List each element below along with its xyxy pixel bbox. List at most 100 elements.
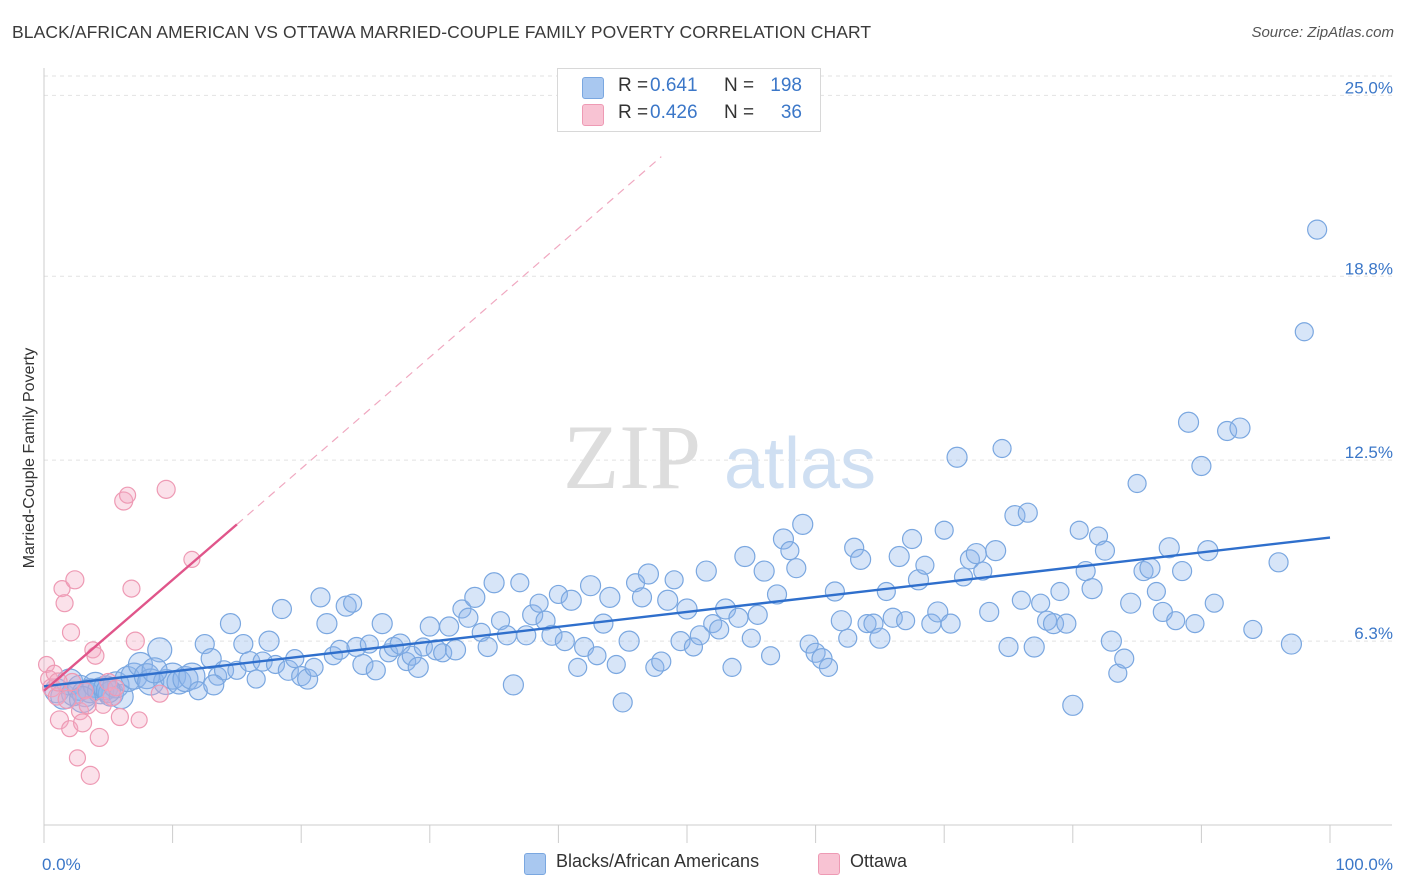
ottawa-point	[125, 631, 145, 651]
blacks-point	[888, 545, 910, 568]
ottawa-point	[76, 682, 94, 700]
legend-r-value: 0.641	[650, 75, 698, 96]
ottawa-point	[55, 594, 74, 613]
x-tick-labels: 0.0% 100.0%	[42, 855, 1393, 874]
blacks-point	[343, 593, 363, 613]
data-points	[37, 219, 1328, 785]
blacks-point	[1166, 611, 1186, 631]
blacks-point	[657, 589, 679, 611]
chart-title: BLACK/AFRICAN AMERICAN VS OTTAWA MARRIED…	[12, 22, 872, 42]
blacks-point	[876, 581, 896, 602]
blacks-point	[1062, 694, 1084, 716]
blacks-point	[141, 657, 168, 684]
ottawa-point	[86, 646, 105, 665]
blacks-point	[824, 581, 845, 602]
blacks-point	[548, 584, 569, 605]
grid-lines	[44, 75, 1392, 642]
blacks-point	[940, 613, 961, 634]
blacks-point	[1036, 610, 1058, 631]
blacks-point	[1056, 613, 1077, 634]
blacks-point	[188, 681, 208, 701]
ottawa-point	[156, 479, 176, 499]
blacks-point	[599, 586, 621, 608]
blacks-point	[1023, 636, 1045, 658]
blacks-point	[683, 637, 704, 657]
blacks-point	[703, 614, 723, 634]
blacks-point	[541, 624, 563, 646]
blacks-point	[631, 587, 653, 608]
blacks-point	[1204, 593, 1224, 613]
watermark-zip: ZIP	[563, 406, 701, 508]
y-tick-label: 18.8%	[1345, 259, 1393, 278]
blacks-point	[1268, 552, 1289, 573]
blacks-point	[953, 567, 974, 587]
blacks-point	[1280, 633, 1303, 655]
blacks-point	[433, 643, 453, 663]
blacks-point	[1229, 417, 1251, 439]
bottom-legend-swatch-pink	[818, 853, 840, 875]
blacks-point	[959, 549, 981, 570]
x-tick-label-min: 0.0%	[42, 855, 81, 874]
blacks-point	[496, 625, 518, 646]
blacks-point	[1031, 593, 1051, 613]
blacks-point	[316, 613, 338, 635]
blacks-point	[637, 563, 660, 585]
y-tick-labels: 6.3% 12.5% 18.8% 25.0%	[1345, 78, 1393, 643]
blacks-point	[741, 628, 761, 648]
watermark: ZIP atlas	[563, 406, 876, 508]
blacks-point	[1146, 581, 1166, 602]
trend-lines	[43, 156, 1331, 692]
blacks-point	[934, 520, 954, 540]
blacks-point	[1120, 592, 1142, 614]
ottawa-point	[102, 686, 122, 707]
blacks-point	[1114, 648, 1135, 669]
blacks-point	[444, 639, 467, 661]
blacks-point	[310, 587, 331, 608]
legend-n-value: 198	[770, 75, 802, 96]
blacks-point	[651, 651, 672, 672]
ottawa-point	[72, 713, 93, 733]
blacks-point	[365, 660, 386, 681]
blacks-point	[1177, 411, 1200, 433]
blacks-point	[1243, 619, 1263, 640]
blacks-point	[645, 657, 665, 677]
blacks-point	[1172, 560, 1193, 582]
legend-r-value: 0.426	[650, 102, 698, 123]
blacks-point	[407, 656, 429, 678]
blacks-point	[1050, 581, 1070, 602]
legend-n-label: N =	[724, 75, 755, 96]
blacks-point	[618, 630, 640, 652]
blacks-point	[458, 607, 479, 628]
blacks-point	[304, 657, 324, 677]
blacks-point	[1094, 540, 1116, 561]
blacks-point	[915, 555, 935, 575]
legend-swatch-blue	[582, 77, 604, 99]
blacks-point	[297, 668, 319, 690]
blacks-point	[233, 633, 254, 655]
blacks-point	[722, 657, 742, 677]
axes	[43, 68, 1392, 843]
blacks-point	[258, 630, 280, 652]
blacks-point	[203, 674, 225, 696]
blacks-point	[587, 646, 607, 666]
ottawa-point	[183, 550, 201, 569]
blacks-point	[709, 619, 730, 640]
correlation-legend: R = 0.641 N = 198 R = 0.426 N = 36	[557, 68, 821, 132]
blacks-point	[927, 601, 949, 623]
blacks-point	[579, 575, 602, 597]
blacks-point	[1108, 663, 1128, 683]
blacks-point	[477, 636, 498, 658]
blacks-point	[147, 637, 173, 663]
blacks-point	[502, 674, 524, 696]
blacks-point	[77, 678, 103, 704]
blacks-point	[786, 558, 807, 579]
blacks-point	[271, 598, 293, 620]
blacks-point	[882, 607, 903, 628]
blacks-point	[219, 613, 242, 635]
blacks-point	[792, 513, 814, 535]
blacks-point	[670, 631, 691, 652]
blacks-point	[664, 570, 684, 590]
watermark-atlas: atlas	[724, 424, 876, 504]
blacks-point	[747, 604, 768, 625]
y-tick-label: 6.3%	[1354, 624, 1393, 643]
